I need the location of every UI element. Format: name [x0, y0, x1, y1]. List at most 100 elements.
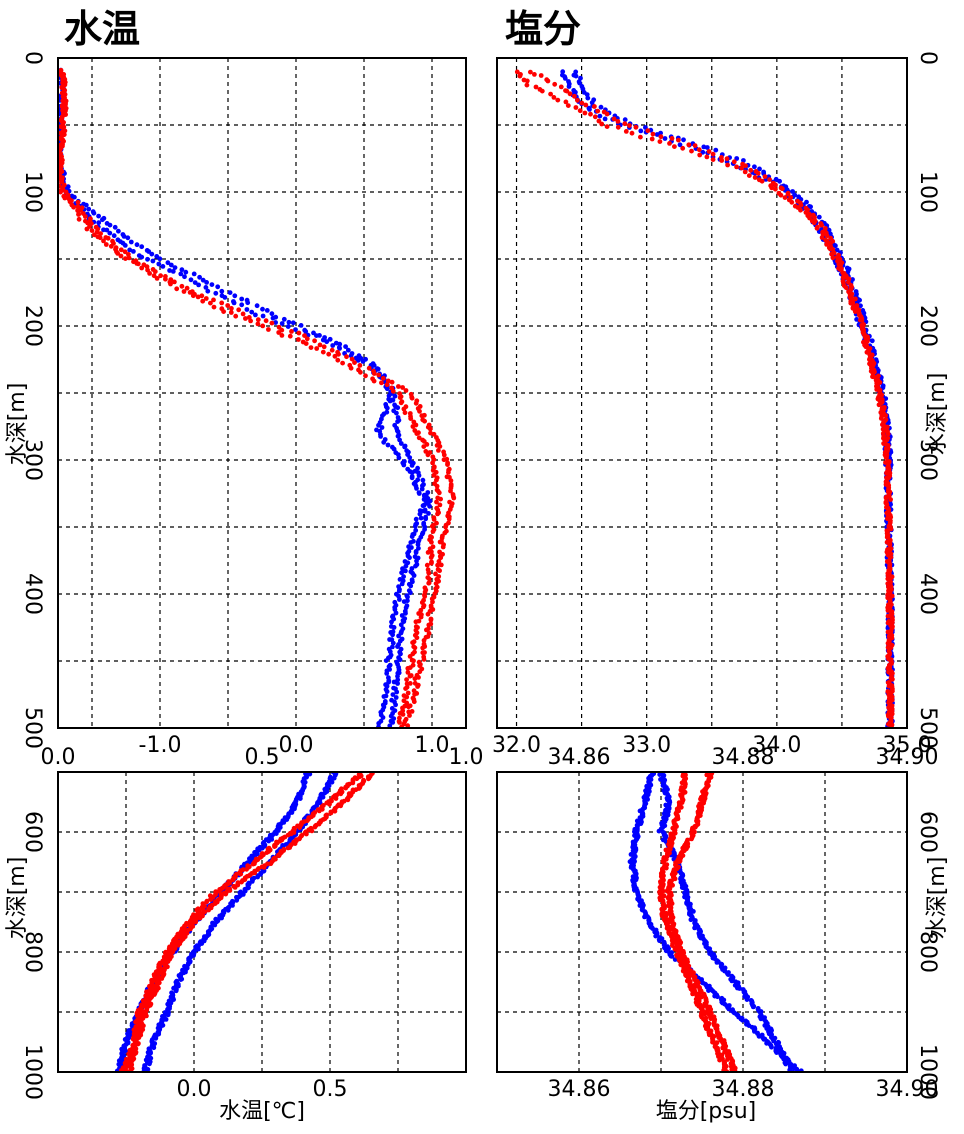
data-point [126, 255, 132, 261]
data-point [405, 690, 411, 696]
data-point [762, 174, 768, 180]
data-point [773, 182, 778, 188]
data-point [134, 261, 140, 266]
data-point [156, 971, 161, 977]
data-point [830, 255, 836, 261]
data-point [147, 271, 153, 276]
data-point [885, 666, 891, 671]
data-point [197, 274, 203, 280]
data-point [321, 344, 327, 350]
data-point [406, 704, 411, 710]
data-point [884, 534, 890, 540]
data-point [595, 108, 601, 114]
data-point [389, 379, 395, 385]
data-point [790, 189, 795, 194]
data-point [575, 97, 580, 103]
data-point [729, 978, 735, 984]
data-point [401, 721, 407, 727]
data-point [128, 239, 134, 245]
data-point [59, 124, 65, 130]
data-point [888, 576, 893, 582]
data-point [422, 418, 427, 424]
data-point [398, 400, 404, 406]
data-point [82, 214, 88, 219]
data-point [706, 988, 711, 993]
y-tick-label: 0 [20, 51, 45, 65]
data-point [611, 116, 617, 122]
data-point [172, 265, 178, 270]
data-point [236, 307, 242, 313]
data-point [816, 214, 822, 220]
data-point [657, 938, 662, 944]
data-point [260, 313, 266, 319]
data-point [154, 276, 160, 281]
data-point [869, 338, 875, 344]
data-point [376, 422, 381, 428]
data-point [421, 638, 427, 643]
x-tick-label: 32.0 [492, 733, 541, 758]
data-point [329, 347, 335, 353]
data-point [296, 337, 301, 342]
data-point [812, 215, 817, 220]
data-point [890, 671, 895, 676]
data-point [443, 524, 448, 530]
data-point [122, 249, 128, 255]
data-point [814, 225, 820, 231]
data-point [314, 346, 320, 351]
data-point [317, 342, 323, 348]
data-point [98, 231, 103, 237]
data-point [276, 853, 282, 859]
data-point [887, 630, 892, 635]
data-point [437, 444, 443, 449]
data-point [199, 293, 205, 299]
data-point [438, 555, 444, 561]
data-point [434, 499, 439, 505]
data-point [113, 245, 119, 251]
data-point [336, 351, 341, 357]
data-point [197, 915, 203, 921]
data-point [156, 261, 162, 267]
data-point [426, 511, 431, 516]
data-point [379, 425, 385, 430]
data-point [622, 121, 628, 127]
data-point [698, 994, 704, 1000]
data-point [424, 562, 430, 568]
data-point [886, 591, 891, 596]
data-point [244, 307, 250, 312]
data-point [395, 644, 400, 649]
data-point [850, 300, 856, 306]
y-tick-label: 600 [915, 811, 940, 853]
data-point [285, 324, 291, 329]
data-point [884, 475, 889, 481]
data-point [391, 625, 397, 630]
data-point [524, 78, 530, 84]
data-point [451, 495, 457, 501]
data-point [165, 260, 171, 266]
data-point [819, 235, 825, 240]
data-point [335, 357, 341, 363]
data-point [122, 243, 128, 248]
data-point [75, 204, 81, 209]
data-point [582, 110, 588, 116]
data-point [731, 159, 737, 165]
data-point [725, 1057, 730, 1062]
data-point [779, 186, 785, 192]
data-point [228, 310, 234, 315]
data-point [669, 136, 675, 141]
data-point [889, 620, 895, 625]
data-point [255, 321, 261, 327]
data-points-salt_upper [514, 69, 895, 728]
y-tick-label: 400 [20, 573, 45, 615]
data-point [312, 824, 318, 830]
data-point [583, 102, 589, 108]
data-point [888, 497, 893, 502]
data-point [116, 228, 121, 234]
data-point [407, 555, 412, 561]
x-top-tick-label: 34.88 [712, 745, 775, 770]
data-point [833, 243, 838, 249]
data-point [253, 312, 258, 318]
data-point [84, 226, 90, 232]
data-point [717, 1057, 722, 1063]
data-point [405, 594, 410, 600]
